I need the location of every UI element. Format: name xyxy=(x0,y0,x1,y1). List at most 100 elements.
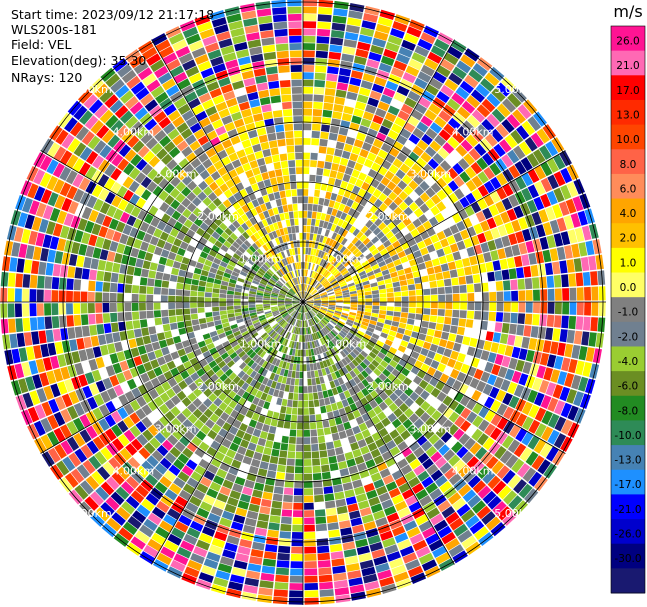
gate-cell xyxy=(364,5,380,16)
gate-cell xyxy=(311,138,320,146)
gate-cell xyxy=(560,419,573,435)
gate-cell xyxy=(477,359,487,371)
gate-cell xyxy=(415,396,425,407)
gate-cell xyxy=(321,299,329,301)
gate-cell xyxy=(67,138,81,153)
gate-cell xyxy=(285,295,293,299)
gate-cell xyxy=(522,416,534,431)
gate-cell xyxy=(266,163,275,172)
gate-cell xyxy=(395,264,404,271)
gate-cell xyxy=(267,73,279,82)
gate-cell xyxy=(256,157,266,167)
gate-cell xyxy=(283,242,289,250)
gate-cell xyxy=(238,101,250,111)
gate-cell xyxy=(266,270,273,277)
gate-cell xyxy=(381,328,390,335)
gate-cell xyxy=(259,246,267,254)
gate-cell xyxy=(178,52,194,65)
gate-cell xyxy=(470,89,485,103)
gate-cell xyxy=(358,327,367,334)
gate-cell xyxy=(110,272,119,283)
gate-cell xyxy=(243,17,258,27)
gate-cell xyxy=(316,531,328,539)
gate-cell xyxy=(213,499,226,510)
gate-cell xyxy=(189,238,199,248)
gate-cell xyxy=(272,275,279,282)
gate-cell xyxy=(300,262,303,269)
gate-cell xyxy=(333,579,349,589)
gate-cell xyxy=(496,465,510,480)
gate-cell xyxy=(379,468,391,479)
gate-cell xyxy=(211,231,221,240)
gate-cell xyxy=(241,373,250,382)
gate-cell xyxy=(119,211,130,224)
gate-cell xyxy=(277,221,283,229)
gate-cell xyxy=(344,555,359,565)
gate-cell xyxy=(303,284,305,291)
gate-cell xyxy=(335,293,343,297)
gate-cell xyxy=(255,297,263,300)
gate-cell xyxy=(305,305,310,311)
gate-cell xyxy=(327,522,339,531)
gate-cell xyxy=(253,263,260,270)
gate-cell xyxy=(295,342,299,349)
gate-cell xyxy=(319,329,325,337)
gate-cell xyxy=(419,269,428,277)
gate-cell xyxy=(232,80,245,90)
gate-cell xyxy=(412,270,421,278)
gate-cell xyxy=(199,323,208,330)
gate-cell xyxy=(311,289,317,295)
gate-cell xyxy=(348,361,356,370)
gate-cell xyxy=(331,282,339,287)
gate-cell xyxy=(415,307,424,314)
gate-cell xyxy=(462,217,473,229)
gate-cell xyxy=(401,39,416,51)
gate-cell xyxy=(249,288,257,293)
gate-cell xyxy=(107,134,121,148)
gate-cell xyxy=(262,377,269,386)
gate-cell xyxy=(341,220,349,229)
gate-cell xyxy=(336,297,343,301)
gate-cell xyxy=(282,275,288,282)
gate-cell xyxy=(517,104,532,120)
gate-cell xyxy=(474,311,482,320)
gate-cell xyxy=(309,255,313,263)
gate-cell xyxy=(150,487,164,500)
gate-cell xyxy=(181,146,193,158)
gate-cell xyxy=(510,129,524,145)
gate-cell xyxy=(318,0,334,8)
gate-cell xyxy=(193,175,204,186)
gate-cell xyxy=(227,381,237,390)
gate-cell xyxy=(104,414,116,428)
gate-cell xyxy=(462,336,471,346)
gate-cell xyxy=(365,343,374,351)
gate-cell xyxy=(572,196,584,212)
gate-cell xyxy=(210,171,221,181)
gate-cell xyxy=(158,256,168,266)
gate-cell xyxy=(195,86,209,97)
gate-cell xyxy=(257,196,265,205)
gate-cell xyxy=(306,304,312,310)
gate-cell xyxy=(293,278,298,285)
gate-cell xyxy=(367,409,377,419)
gate-cell xyxy=(246,248,254,256)
gate-cell xyxy=(251,412,260,421)
gate-cell xyxy=(267,268,275,275)
gate-cell xyxy=(218,38,233,49)
gate-cell xyxy=(126,476,140,489)
gate-cell xyxy=(425,187,436,198)
gate-cell xyxy=(533,392,545,407)
gate-cell xyxy=(160,363,170,374)
gate-cell xyxy=(377,16,393,27)
gate-cell xyxy=(306,295,312,300)
gate-cell xyxy=(262,276,269,282)
gate-cell xyxy=(349,370,357,379)
gate-cell xyxy=(287,316,293,323)
gate-cell xyxy=(57,354,67,368)
gate-cell xyxy=(226,298,234,302)
gate-cell xyxy=(277,375,284,383)
gate-cell xyxy=(361,514,374,524)
gate-cell xyxy=(363,403,373,413)
gate-cell xyxy=(584,286,592,301)
gate-cell xyxy=(257,468,268,477)
